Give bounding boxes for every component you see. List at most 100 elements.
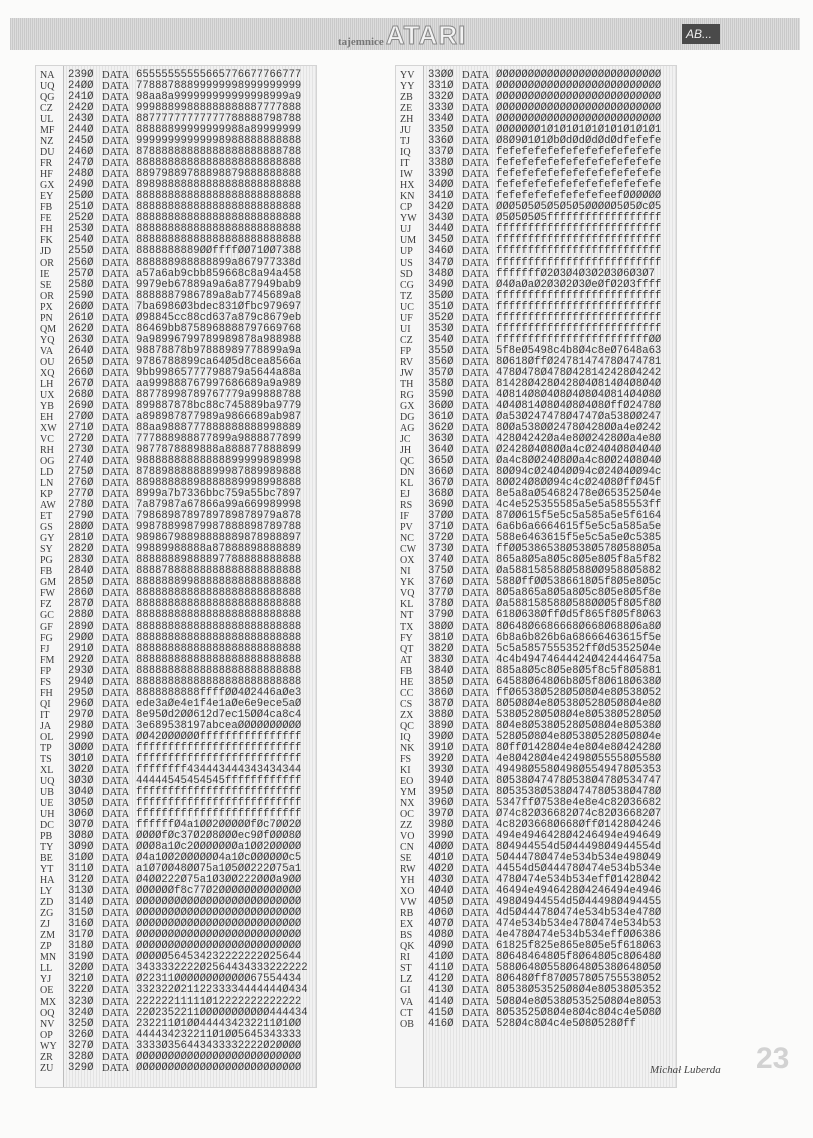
line-number: 353Ø bbox=[428, 322, 454, 335]
line-number: 38ØØ bbox=[428, 620, 454, 633]
data-values: ffffffffffffffffffffffffff bbox=[136, 796, 302, 809]
data-keyword: DATA bbox=[462, 941, 490, 953]
data-values: 618Ø638ØffØd5f865f8Ø5f8Ø63 bbox=[496, 609, 662, 622]
listing-line: YH 4Ø3Ø DATA 478Ø474e534b534effØ1428Ø42 bbox=[396, 875, 676, 887]
data-values: 5Ø8Ø4e8Ø538Ø53525Ø8Ø4e8Ø53 bbox=[496, 995, 662, 1008]
listing-line: OG 274Ø DATA 98888888888888899999898998 bbox=[36, 456, 316, 468]
checksum: UQ bbox=[40, 775, 55, 787]
listing-line: UF 352Ø DATA ffffffffffffffffffffffffff bbox=[396, 312, 676, 324]
data-keyword: DATA bbox=[102, 875, 130, 887]
checksum: JC bbox=[400, 433, 411, 445]
data-values: 8Ø6484648Ø5f8Ø648Ø5c8Ø648Ø bbox=[496, 951, 662, 964]
line-number: 244Ø bbox=[68, 124, 94, 137]
logo-big-text: ATARI bbox=[385, 20, 467, 50]
data-values: 22Ø2352211ØØØØØØØØØØØ444434 bbox=[136, 1006, 308, 1019]
listing-line: XL 3Ø2Ø DATA ffffffff434443444343434344 bbox=[36, 764, 316, 776]
line-number: 411Ø bbox=[428, 962, 454, 975]
data-values: 428Ø4242Øa4e8ØØ2428ØØa4e8Ø bbox=[496, 432, 662, 445]
data-values: 46494e4946428Ø4246494e4946 bbox=[496, 885, 662, 898]
data-values: ffffffffffffffffffffffffff bbox=[136, 785, 302, 798]
listing-line: PG 283Ø DATA 88888889888897788888888888 bbox=[36, 555, 316, 567]
listing-line: NI 375Ø DATA Øa588158588Ø588ØØ9588Ø5882 bbox=[396, 565, 676, 578]
data-keyword: DATA bbox=[102, 566, 130, 578]
listing-column-right: YV 33ØØ DATA ØØØØØØØØØØØØØØØØØØØØØØØØØØ YY 33… bbox=[395, 65, 677, 1088]
line-number: 341Ø bbox=[428, 190, 454, 203]
listing-line: JC 363Ø DATA 428Ø4242Øa4e8ØØ2428ØØa4e8Ø bbox=[396, 432, 676, 445]
line-number: 32ØØ bbox=[68, 962, 94, 975]
data-values: 899887878bc88c745889ba9779 bbox=[136, 399, 302, 412]
checksum: QI bbox=[40, 698, 51, 710]
data-keyword: DATA bbox=[462, 422, 490, 434]
data-keyword: DATA bbox=[462, 445, 490, 457]
data-values: 86469bb8758968888797669768 bbox=[136, 322, 302, 335]
line-number: 255Ø bbox=[68, 245, 94, 258]
data-values: 8ØØ94cØ24Ø4ØØ94cØ24Ø4ØØ94c bbox=[496, 466, 662, 479]
line-number: 363Ø bbox=[428, 432, 454, 445]
checksum: DC bbox=[40, 820, 54, 832]
data-values: a898987877989a9866689ab987 bbox=[136, 410, 302, 423]
checksum: YT bbox=[40, 864, 54, 876]
line-number: 284Ø bbox=[68, 565, 94, 578]
data-values: 8Ø538Ø53525Ø8Ø4e8Ø538Ø5352 bbox=[496, 984, 662, 997]
data-values: 3333Ø356443433332222Ø2ØØØØ bbox=[136, 1039, 302, 1052]
data-values: Ø4a1ØØ2ØØØØØØ4a1ØcØØØØØØc5 bbox=[136, 852, 302, 865]
data-keyword: DATA bbox=[462, 511, 490, 523]
checksum: UM bbox=[400, 235, 417, 247]
data-keyword: DATA bbox=[102, 687, 130, 699]
data-values: ØØØØØØØØØØØØØØØØØØØØØØØØØØ bbox=[496, 80, 662, 93]
line-number: 294Ø bbox=[68, 675, 94, 688]
data-keyword: DATA bbox=[462, 147, 490, 159]
data-values: 88888888888888888888888888 bbox=[136, 223, 302, 236]
data-keyword: DATA bbox=[462, 908, 490, 920]
listing-line: EJ 368Ø DATA 8e5a8aØ54682478eØ653525Ø4e bbox=[396, 488, 676, 501]
line-number: 332Ø bbox=[428, 91, 454, 104]
checksum: XQ bbox=[40, 367, 55, 379]
checksum: OU bbox=[40, 356, 55, 368]
line-number: 369Ø bbox=[428, 499, 454, 512]
line-number: 4ØØØ bbox=[428, 841, 454, 854]
checksum: DG bbox=[400, 411, 415, 423]
line-number: 383Ø bbox=[428, 653, 454, 666]
line-number: 29ØØ bbox=[68, 631, 94, 644]
line-number: 39ØØ bbox=[428, 730, 454, 743]
data-values: 88888888888888888888888888 bbox=[136, 609, 302, 622]
line-number: 393Ø bbox=[428, 763, 454, 776]
checksum: IF bbox=[400, 511, 409, 523]
listing-line: KI 393Ø DATA 49498Ø558Ø498Ø5549478Ø5353 bbox=[396, 763, 676, 776]
data-values: fffffffØ2Ø3Ø4Ø3Ø2Ø3Ø6Ø3Ø7 bbox=[496, 267, 655, 280]
data-keyword: DATA bbox=[102, 941, 130, 953]
data-values: 588e6463615f5e5c5a5eØc5385 bbox=[496, 532, 662, 545]
line-number: 258Ø bbox=[68, 278, 94, 291]
data-values: 99889988888a87888898888889 bbox=[136, 543, 302, 556]
line-number: 3Ø7Ø bbox=[68, 819, 94, 832]
line-number: 348Ø bbox=[428, 267, 454, 280]
checksum: VA bbox=[400, 996, 414, 1008]
listing-line: LD 275Ø DATA 87889888888899987889989888 bbox=[36, 467, 316, 479]
data-values: 99999999999998988888888888 bbox=[136, 135, 302, 148]
checksum: TY bbox=[40, 842, 54, 854]
checksum: CZ bbox=[400, 334, 413, 346]
data-keyword: DATA bbox=[102, 334, 130, 346]
data-keyword: DATA bbox=[102, 742, 130, 754]
data-values: 8Ø5a865a8Ø5a8Ø5c8Ø5e8Ø5f8e bbox=[496, 587, 662, 600]
checksum: OQ bbox=[40, 1007, 55, 1019]
data-values: 5f8eØ5498c4b8Ø4c8eØ7648a63 bbox=[496, 344, 662, 357]
line-number: 3Ø8Ø bbox=[68, 830, 94, 843]
listing-line: UL 243Ø DATA 88777777777777788888798788 bbox=[36, 114, 316, 126]
checksum: ZX bbox=[400, 709, 414, 721]
line-number: 357Ø bbox=[428, 366, 454, 379]
data-values: 9786788899ca64Ø5d8cea8566a bbox=[136, 355, 302, 368]
line-number: 343Ø bbox=[428, 212, 454, 225]
data-values: ØØØØØØØØØØØØØØØØØØØØØØØØØØ bbox=[136, 1050, 302, 1063]
checksum: OR bbox=[40, 257, 54, 269]
line-number: 4Ø6Ø bbox=[428, 907, 454, 920]
line-number: 366Ø bbox=[428, 466, 454, 479]
line-number: 368Ø bbox=[428, 488, 454, 501]
checksum: YB bbox=[40, 400, 54, 412]
line-number: 375Ø bbox=[428, 565, 454, 578]
checksum: LY bbox=[40, 886, 53, 898]
data-keyword: DATA bbox=[462, 709, 490, 721]
listing-line: IW 339Ø DATA fefefefefefefefefefefefefe bbox=[396, 169, 676, 181]
data-keyword: DATA bbox=[462, 213, 490, 225]
listing-line: ZX 388Ø DATA 538Ø528Ø5Ø8Ø4e8Ø538Ø528Ø5Ø bbox=[396, 709, 676, 721]
